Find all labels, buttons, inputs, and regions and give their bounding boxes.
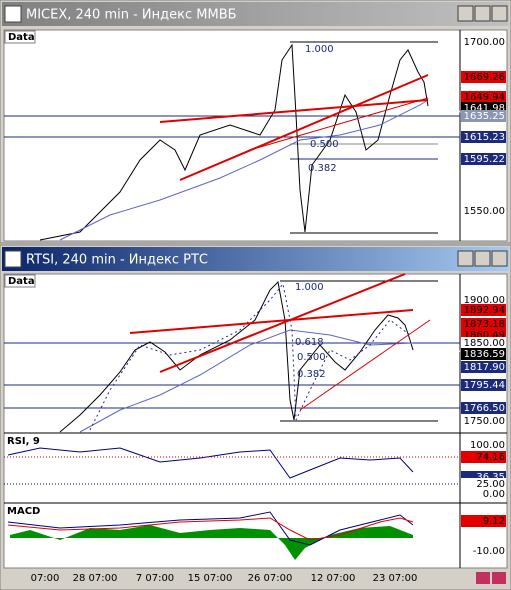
fib-label: 0.618 bbox=[295, 337, 324, 348]
price-tag: ▲ 1641.98 bbox=[453, 103, 505, 114]
data-label: Data bbox=[8, 276, 35, 287]
price-tag: 9.12 bbox=[483, 516, 505, 527]
price-tag: ▼ 1836.59 bbox=[453, 349, 505, 360]
price-tag: 0.00 bbox=[483, 489, 505, 500]
indicator-name: RSI, 9 bbox=[7, 436, 40, 447]
app-icon bbox=[4, 5, 22, 23]
price-tag: 1750.00 bbox=[464, 416, 505, 427]
time-label: 26 07:00 bbox=[248, 573, 293, 584]
title-bar bbox=[2, 247, 509, 271]
window-button[interactable] bbox=[457, 250, 474, 267]
price-tag: 100.00 bbox=[470, 440, 505, 451]
price-tag: 1860.49 bbox=[464, 330, 505, 341]
app-icon bbox=[4, 250, 22, 268]
window-button[interactable] bbox=[491, 250, 508, 267]
price-tag: 1817.90 bbox=[464, 362, 505, 373]
trend-line bbox=[299, 319, 431, 411]
price-drawing bbox=[4, 41, 460, 241]
time-label: 12 07:00 bbox=[311, 573, 356, 584]
time-label: 7 07:00 bbox=[136, 573, 174, 584]
macd-line bbox=[7, 511, 414, 546]
data-label-bg bbox=[4, 30, 36, 44]
time-axis bbox=[4, 569, 507, 588]
price-tag-bg bbox=[461, 110, 506, 122]
moving-average bbox=[79, 329, 414, 433]
price-tag-bg bbox=[461, 91, 506, 103]
window-button[interactable] bbox=[474, 5, 491, 22]
price-tag-bg bbox=[461, 318, 506, 330]
price-tag-bg bbox=[461, 71, 506, 83]
price-tag-bg bbox=[461, 205, 506, 217]
price-tag: 1700.00 bbox=[464, 37, 505, 48]
price-tag-bg bbox=[461, 451, 506, 463]
fib-label: 0.382 bbox=[308, 163, 337, 174]
price-tag-bg bbox=[461, 36, 506, 48]
title-bar bbox=[2, 2, 509, 26]
time-label: 23 07:00 bbox=[373, 573, 418, 584]
price-tag: 1615.23 bbox=[464, 132, 505, 143]
window-title: MICEX, 240 min - Индекс ММВБ bbox=[26, 8, 237, 23]
fib-label: 0.500 bbox=[297, 352, 326, 363]
signal-line bbox=[7, 517, 414, 541]
window-button[interactable] bbox=[474, 250, 491, 267]
price-tag: 1850.00 bbox=[464, 338, 505, 349]
window-title: RTSI, 240 min - Индекс РТС bbox=[26, 253, 208, 268]
price-tag: 74.16 bbox=[476, 452, 505, 463]
price-tag-bg bbox=[461, 515, 506, 527]
price-tag: 1635.25 bbox=[464, 111, 505, 122]
time-label: 15 07:00 bbox=[188, 573, 233, 584]
fib-label: 0.500 bbox=[310, 139, 339, 150]
price-tag: 25.00 bbox=[476, 479, 505, 490]
time-label: 07:00 bbox=[31, 573, 60, 584]
price-tag: 1873.18 bbox=[464, 319, 505, 330]
fib-label: 1.000 bbox=[295, 282, 324, 293]
price-tag-bg bbox=[461, 337, 506, 349]
price-tag: 1766.50 bbox=[464, 403, 505, 414]
price-tag-bg bbox=[461, 361, 506, 373]
price-tag: 1550.00 bbox=[464, 206, 505, 217]
price-tag-bg bbox=[461, 379, 506, 391]
price-tag: 1892.94 bbox=[464, 305, 505, 316]
trend-line bbox=[159, 273, 406, 373]
price-tag-bg bbox=[461, 153, 506, 165]
trend-line bbox=[249, 97, 429, 151]
data-label-bg bbox=[4, 274, 36, 288]
chart-area bbox=[3, 29, 508, 242]
data-label: Data bbox=[8, 32, 35, 43]
moving-average bbox=[59, 99, 429, 241]
time-label: 28 07:00 bbox=[73, 573, 118, 584]
trend-line bbox=[159, 99, 429, 123]
price-tag: 1795.44 bbox=[464, 380, 505, 391]
price-tag: 1669.26 bbox=[464, 72, 505, 83]
price-tag-bg bbox=[461, 348, 506, 360]
price-tag-bg bbox=[461, 415, 506, 427]
price-tag-bg bbox=[461, 294, 506, 306]
price-tag-bg bbox=[461, 439, 506, 451]
window-button[interactable] bbox=[491, 5, 508, 22]
price-tag-bg bbox=[461, 304, 506, 316]
trend-line bbox=[129, 309, 414, 334]
fib-label: 1.000 bbox=[305, 44, 334, 55]
price-line bbox=[39, 43, 429, 241]
price-tag: -10.00 bbox=[473, 546, 505, 557]
price-tag: 36.35 bbox=[476, 472, 505, 483]
price-tag: 1900.00 bbox=[464, 295, 505, 306]
price-tag: 1649.94 bbox=[464, 92, 505, 103]
macd-histogram bbox=[10, 525, 413, 560]
price-tag: 1595.22 bbox=[464, 154, 505, 165]
fib-label: 0.382 bbox=[297, 369, 326, 380]
indicator-name: MACD bbox=[7, 506, 40, 517]
price-tag-bg bbox=[461, 545, 506, 557]
window-button[interactable] bbox=[457, 5, 474, 22]
price-tag-bg bbox=[461, 131, 506, 143]
price-tag-bg bbox=[461, 402, 506, 414]
price-tag-bg bbox=[461, 478, 506, 490]
price-tag-bg bbox=[461, 488, 506, 500]
scroll-button[interactable] bbox=[492, 572, 506, 584]
rsi-line bbox=[7, 447, 414, 479]
trend-line bbox=[179, 74, 429, 181]
price-drawing bbox=[4, 273, 460, 560]
scroll-button[interactable] bbox=[476, 572, 490, 584]
